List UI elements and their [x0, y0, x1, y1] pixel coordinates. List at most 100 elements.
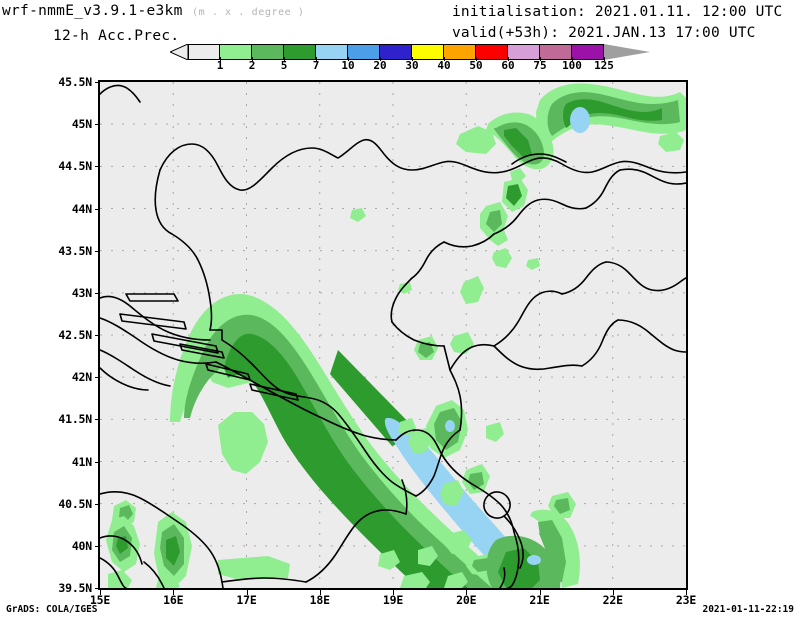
colorbar-segment — [348, 44, 380, 60]
colorbar-tick-mark — [508, 57, 509, 61]
colorbar-tick-mark — [316, 57, 317, 61]
colorbar-tick-mark — [412, 57, 413, 61]
colorbar-high-arrow-icon — [604, 44, 650, 60]
y-axis-label: 39.5N — [58, 581, 92, 595]
colorbar-tick-mark — [252, 57, 253, 61]
precip-cell-central — [472, 558, 490, 572]
precip-cell-central — [398, 418, 416, 436]
colorbar-tick-mark — [540, 57, 541, 61]
y-axis-label: 41.5N — [58, 412, 92, 427]
x-axis-label: 19E — [382, 593, 404, 607]
colorbar-segment — [476, 44, 508, 60]
precipitation-map — [98, 80, 688, 590]
precip-cluster-se — [554, 498, 570, 514]
x-axis-label: 23E — [675, 593, 697, 607]
valid-time: valid(+53h): 2021.JAN.13 17:00 UTC — [452, 25, 756, 41]
precip-cell-central — [408, 428, 432, 454]
y-axis-tick — [95, 82, 100, 83]
colorbar-tick-mark — [572, 57, 573, 61]
precip-cell-central — [400, 572, 430, 588]
map-header: wrf-nmmE_v3.9.1-e3km (m . x . degree ) 1… — [0, 0, 800, 70]
precip-area-ne — [456, 126, 496, 154]
colorbar-segment — [412, 44, 444, 60]
x-axis-label: 16E — [163, 593, 184, 607]
colorbar-tick-mark — [476, 57, 477, 61]
y-axis-label: 44N — [71, 201, 92, 216]
y-axis-tick — [95, 503, 100, 505]
precip-cluster-se — [538, 520, 566, 582]
y-axis-tick — [95, 124, 100, 126]
precip-cell-central — [418, 546, 438, 566]
x-axis-label: 22E — [602, 593, 623, 607]
colorbar-tick-labels: 1 2 5 7 10 20 30 40 50 60 75 100 125 — [0, 57, 800, 72]
x-axis-tick — [539, 590, 541, 595]
colorbar-tick-mark — [284, 57, 285, 61]
colorbar-tick-label: 5 — [280, 59, 288, 72]
precip-cell-small — [526, 258, 540, 270]
colorbar-tick-label: 30 — [405, 59, 419, 72]
y-axis-tick — [95, 250, 100, 252]
precip-area-ne — [510, 168, 526, 182]
x-axis-label: 18E — [309, 593, 330, 607]
precip-area-ne — [486, 210, 502, 232]
precip-blue-cell-central — [445, 420, 455, 432]
precip-cell-central — [418, 342, 434, 358]
y-axis-label: 41N — [71, 454, 92, 469]
x-axis-tick — [393, 590, 394, 595]
y-axis-label: 42N — [71, 370, 92, 385]
field-name: 12-h Acc.Prec. — [53, 28, 180, 44]
footer-credit: GrADS: COLA/IGES — [6, 604, 98, 615]
y-axis-tick — [95, 166, 100, 168]
colorbar-tick-mark — [380, 57, 381, 61]
colorbar-segments — [188, 44, 604, 60]
y-axis-tick — [95, 461, 100, 463]
colorbar-segment — [316, 44, 348, 60]
precip-cell-central — [444, 530, 472, 554]
x-axis-tick — [686, 590, 687, 595]
precip-area-ne — [506, 184, 522, 206]
x-axis-label: 20E — [456, 593, 477, 607]
x-axis-label: 15E — [89, 593, 111, 607]
colorbar-tick-label: 40 — [437, 59, 451, 72]
precip-cell-small — [444, 572, 468, 588]
colorbar-segment — [220, 44, 252, 60]
coastlines-and-borders — [100, 84, 686, 588]
precip-cell-central — [378, 550, 400, 570]
footer-timestamp: 2021-01-11-22:19 — [702, 604, 794, 615]
y-axis-tick — [95, 292, 100, 294]
precip-area-ne — [504, 128, 532, 158]
y-axis-tick — [95, 588, 100, 589]
colorbar-tick-label: 7 — [312, 59, 320, 72]
precip-area-ne — [460, 276, 484, 304]
y-axis-label: 43.5N — [58, 243, 92, 258]
x-axis-label: 17E — [236, 593, 257, 607]
colorbar-tick-label: 10 — [341, 59, 355, 72]
y-axis-label: 45.5N — [58, 75, 92, 89]
y-axis-tick — [95, 335, 100, 336]
x-axis-tick — [612, 590, 614, 595]
colorbar-tick-label: 20 — [373, 59, 387, 72]
colorbar-segment — [444, 44, 476, 60]
colorbar-segment — [508, 44, 540, 60]
x-axis-tick — [319, 590, 321, 595]
precip-area-ne — [492, 248, 512, 268]
colorbar-segment — [252, 44, 284, 60]
colorbar-low-arrow-icon — [168, 43, 189, 61]
y-axis-label: 44.5N — [58, 159, 92, 174]
colorbar-tick-mark — [348, 57, 349, 61]
initialisation-time: initialisation: 2021.01.11. 12:00 UTC — [452, 4, 783, 20]
colorbar-segment — [380, 44, 412, 60]
colorbar-tick-label: 100 — [562, 59, 582, 72]
colorbar-tick-label: 75 — [533, 59, 547, 72]
colorbar-tick-mark — [220, 57, 221, 61]
x-axis-tick — [246, 590, 248, 595]
precip-blue-pocket-se — [527, 555, 541, 565]
colorbar-tick-label: 50 — [469, 59, 483, 72]
y-axis-label: 42.5N — [58, 328, 92, 342]
y-axis-tick — [95, 377, 100, 379]
colorbar-tick-label: 125 — [594, 59, 614, 72]
precip-cell-central — [440, 480, 464, 506]
colorbar-tick-mark — [444, 57, 445, 61]
y-axis-label: 43N — [71, 285, 92, 300]
y-axis-tick — [95, 208, 100, 210]
